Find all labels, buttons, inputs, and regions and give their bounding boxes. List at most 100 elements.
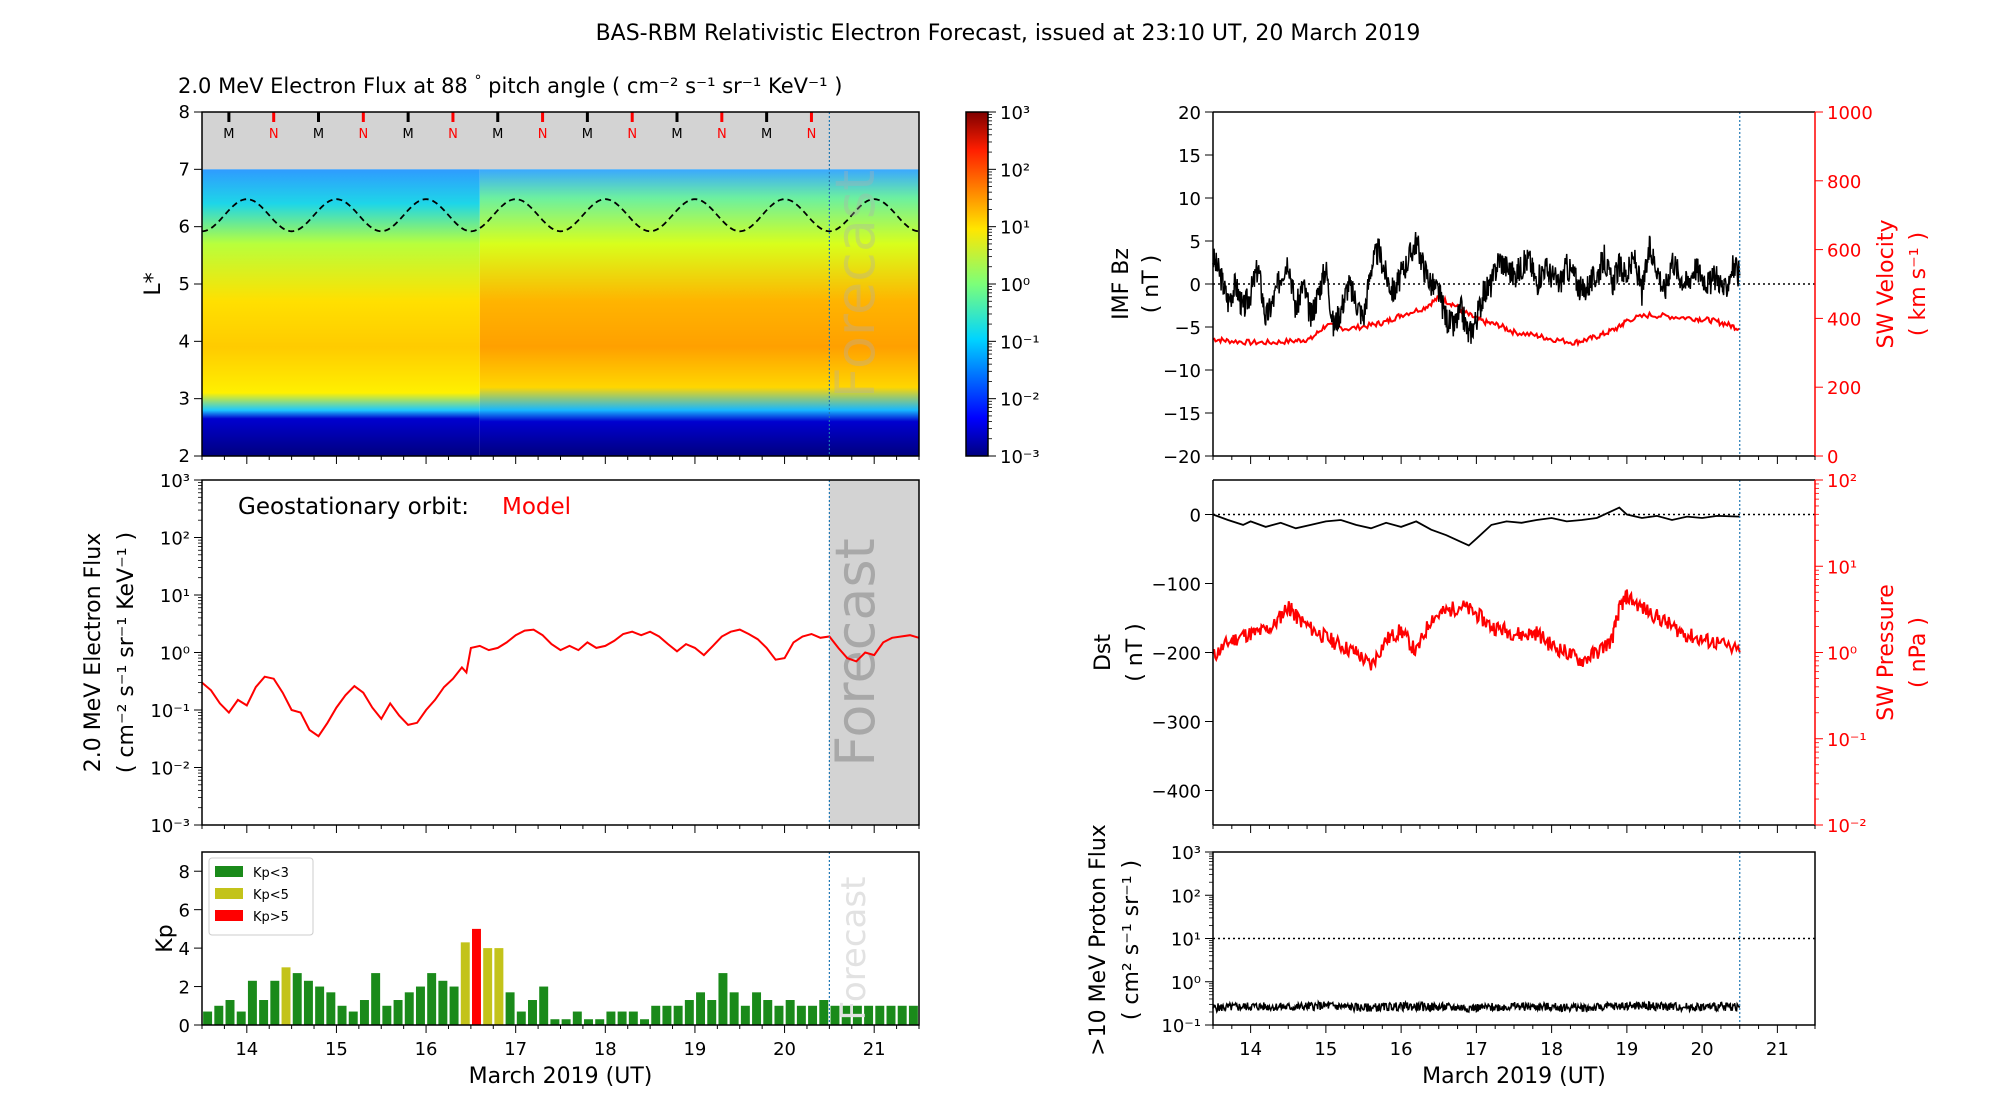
kp-bar bbox=[281, 967, 291, 1025]
imf-ytick-label: 10 bbox=[1178, 189, 1201, 210]
proton-xtick-label: 14 bbox=[1239, 1039, 1262, 1060]
proton-xtick-label: 20 bbox=[1691, 1039, 1714, 1060]
kp-bar bbox=[673, 1005, 683, 1025]
proton-xtick-label: 16 bbox=[1390, 1039, 1413, 1060]
spectrogram-ytick-label: 5 bbox=[179, 274, 190, 295]
proton-ytick-label: 10⁰ bbox=[1171, 973, 1201, 994]
mn-marker-label: N bbox=[269, 127, 279, 142]
figure-title: BAS-RBM Relativistic Electron Forecast, … bbox=[596, 21, 1421, 46]
kp-bar bbox=[415, 986, 425, 1025]
mlt-band bbox=[202, 112, 919, 170]
geo-ytick-label: 10¹ bbox=[160, 586, 190, 607]
kp-bar bbox=[471, 928, 481, 1025]
sw-velocity-ytick-label: 400 bbox=[1827, 309, 1861, 330]
kp-bar bbox=[617, 1011, 627, 1025]
kp-bar bbox=[785, 1000, 795, 1025]
proton-xtick-label: 15 bbox=[1314, 1039, 1337, 1060]
mn-marker-label: M bbox=[761, 127, 772, 142]
colorbar-tick-label: 10¹ bbox=[1000, 218, 1030, 239]
proton-xlabel: March 2019 (UT) bbox=[1422, 1064, 1606, 1089]
colorbar-tick-label: 10² bbox=[1000, 160, 1030, 181]
kp-legend-swatch bbox=[215, 866, 243, 877]
sw-pressure-ytick-label: 10⁻² bbox=[1827, 816, 1867, 837]
geo-ytick-label: 10⁻¹ bbox=[150, 701, 190, 722]
sw-pressure-ytick-label: 10² bbox=[1827, 471, 1857, 492]
geo-ylabel-line1: 2.0 MeV Electron Flux bbox=[81, 533, 106, 773]
proton-flux-line bbox=[1212, 999, 1741, 1015]
kp-bar bbox=[539, 986, 549, 1025]
imf-ytick-label: −10 bbox=[1163, 361, 1201, 382]
spectrogram-forecast-text: Forecast bbox=[824, 170, 887, 399]
dst-line bbox=[1212, 506, 1740, 547]
kp-bar bbox=[449, 986, 459, 1025]
spectrogram-title-deg: ° bbox=[474, 73, 481, 89]
sw-velocity-ytick-label: 200 bbox=[1827, 378, 1861, 399]
kp-bar bbox=[752, 992, 762, 1025]
kp-bar bbox=[203, 1011, 213, 1025]
kp-xtick-label: 14 bbox=[235, 1039, 258, 1060]
kp-legend-label: Kp<5 bbox=[253, 888, 289, 903]
spectrogram-title: 2.0 MeV Electron Flux at 88 ° pitch angl… bbox=[178, 66, 842, 98]
kp-bar bbox=[875, 1005, 885, 1025]
imf-ylabel-line1: IMF Bz bbox=[1109, 248, 1134, 320]
spectrogram-title-close: ) bbox=[834, 74, 842, 98]
colorbar-tick-label: 10³ bbox=[1000, 103, 1030, 124]
sw-velocity-ylabel-line1: SW Velocity bbox=[1874, 219, 1899, 348]
kp-bar bbox=[662, 1005, 672, 1025]
mn-marker-label: M bbox=[313, 127, 324, 142]
imf-bz-line bbox=[1212, 231, 1741, 344]
kp-bar bbox=[247, 980, 257, 1025]
imf-ytick-label: 5 bbox=[1190, 232, 1201, 253]
colorbar-tick-label: 10⁰ bbox=[1000, 275, 1030, 296]
imf-ytick-label: 20 bbox=[1178, 103, 1201, 124]
spectrogram-ytick-label: 4 bbox=[179, 331, 190, 352]
kp-xtick-label: 21 bbox=[863, 1039, 886, 1060]
kp-bar bbox=[897, 1005, 907, 1025]
proton-ylabel-line1: >10 MeV Proton Flux bbox=[1086, 824, 1111, 1056]
kp-xlabel: March 2019 (UT) bbox=[469, 1064, 653, 1089]
geo-ytick-label: 10⁻² bbox=[150, 759, 190, 780]
kp-bar bbox=[606, 1011, 616, 1025]
spectrogram-ytick-label: 6 bbox=[179, 217, 190, 238]
kp-bar bbox=[371, 973, 381, 1025]
kp-bar bbox=[763, 1000, 773, 1025]
kp-bar bbox=[460, 942, 470, 1025]
imf-ytick-label: 0 bbox=[1190, 275, 1201, 296]
kp-bar bbox=[292, 973, 302, 1025]
spectrogram-fill-pre bbox=[202, 169, 480, 457]
kp-bar bbox=[595, 1019, 605, 1025]
kp-bar bbox=[326, 992, 336, 1025]
colorbar bbox=[965, 111, 989, 457]
proton-ylabel-line2: ( cm² s⁻¹ sr⁻¹ ) bbox=[1119, 860, 1144, 1020]
kp-ytick-label: 8 bbox=[179, 862, 190, 883]
kp-bar bbox=[830, 1005, 840, 1025]
geo-frame bbox=[201, 479, 920, 826]
proton-xtick-label: 19 bbox=[1615, 1039, 1638, 1060]
geo-annotation: Geostationary orbit: bbox=[238, 494, 469, 520]
kp-bar bbox=[483, 948, 493, 1025]
kp-xtick-label: 16 bbox=[415, 1039, 438, 1060]
kp-xtick-label: 19 bbox=[683, 1039, 706, 1060]
sw-velocity-ytick-label: 1000 bbox=[1827, 103, 1873, 124]
sw-pressure-ytick-label: 10¹ bbox=[1827, 557, 1857, 578]
kp-xtick-label: 18 bbox=[594, 1039, 617, 1060]
sw-velocity-line bbox=[1212, 294, 1741, 348]
imf-ylabel-line2: ( nT ) bbox=[1139, 255, 1164, 314]
kp-bar bbox=[718, 973, 728, 1025]
kp-bar bbox=[516, 1011, 526, 1025]
colorbar-tick-label: 10⁻² bbox=[1000, 390, 1040, 411]
mn-marker-label: N bbox=[358, 127, 368, 142]
sw-pressure-ylabel-line1: SW Pressure bbox=[1874, 584, 1899, 721]
dst-ytick-label: −100 bbox=[1152, 575, 1201, 596]
geo-ylabel-line2: ( cm⁻² s⁻¹ sr⁻¹ KeV⁻¹ ) bbox=[114, 532, 139, 773]
kp-bar bbox=[796, 1005, 806, 1025]
kp-bar bbox=[303, 980, 313, 1025]
proton-xtick-label: 17 bbox=[1465, 1039, 1488, 1060]
kp-bar bbox=[393, 1000, 403, 1025]
kp-bar bbox=[729, 992, 739, 1025]
sw-velocity-ylabel-line2: ( km s⁻¹ ) bbox=[1906, 232, 1931, 336]
kp-bar bbox=[337, 1005, 347, 1025]
proton-ytick-label: 10⁻¹ bbox=[1161, 1016, 1201, 1037]
spectrogram-ytick-label: 2 bbox=[179, 446, 190, 467]
